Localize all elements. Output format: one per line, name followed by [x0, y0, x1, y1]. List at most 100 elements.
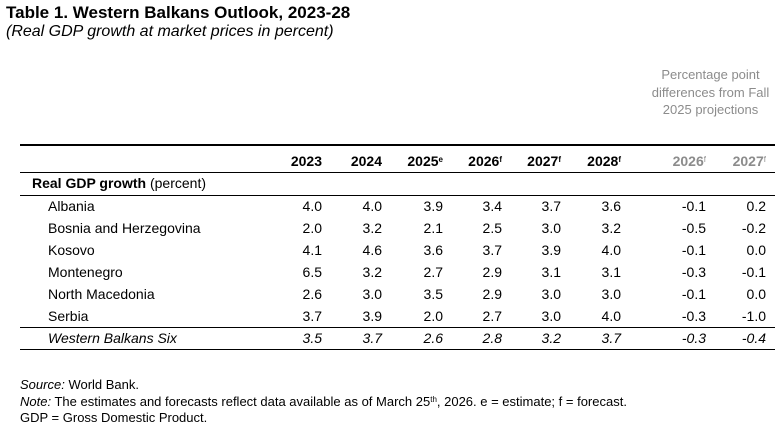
column-year: 2026 [672, 153, 704, 169]
value-cell: -0.5 [681, 220, 706, 236]
value-cell: 3.0 [541, 308, 561, 324]
value-cell: 3.1 [541, 264, 561, 280]
country-name: Bosnia and Herzegovina [48, 220, 201, 236]
value-cell: 4.6 [362, 242, 382, 258]
value-cell: 3.0 [541, 286, 561, 302]
section-rule [20, 195, 775, 196]
value-cell: 3.9 [541, 242, 561, 258]
column-year: 2027 [527, 153, 559, 169]
value-cell: 3.7 [541, 198, 561, 214]
section-unit: (percent) [149, 175, 207, 191]
column-suffix: f [558, 155, 561, 164]
value-cell: 4.1 [302, 242, 322, 258]
section-label: Real GDP growth (percent) [32, 175, 206, 191]
value-cell: 3.1 [601, 264, 621, 280]
table-row: Albania 4.0 4.0 3.9 3.4 3.7 3.6 -0.1 0.2 [0, 195, 780, 217]
total-value-cell: 3.7 [601, 330, 621, 346]
top-rule [20, 144, 775, 146]
column-header: 2027f [527, 153, 561, 169]
country-name: Montenegro [48, 264, 123, 280]
table-title: Table 1. Western Balkans Outlook, 2023-2… [6, 3, 351, 22]
column-header: 2026f [468, 153, 502, 169]
column-year: 2025 [407, 153, 439, 169]
value-cell: -0.1 [741, 264, 766, 280]
value-cell: 3.6 [601, 198, 621, 214]
total-row: Western Balkans Six 3.5 3.7 2.6 2.8 3.2 3.7 -0.… [0, 327, 780, 349]
value-cell: -0.1 [681, 286, 706, 302]
total-value-cell: -0.4 [741, 330, 766, 346]
column-suffix: e [438, 155, 443, 164]
value-cell: 3.0 [601, 286, 621, 302]
section-row: Real GDP growth (percent) [0, 172, 780, 194]
value-cell: 0.2 [746, 198, 766, 214]
value-cell: 0.0 [746, 286, 766, 302]
total-value-cell: 3.2 [541, 330, 561, 346]
value-cell: 3.2 [362, 220, 382, 236]
bottom-rule [20, 349, 775, 350]
value-cell: -1.0 [741, 308, 766, 324]
column-header: 2024 [351, 153, 382, 169]
value-cell: 2.7 [482, 308, 502, 324]
table-row: North Macedonia 2.6 3.0 3.5 2.9 3.0 3.0 -0.1 0.0 [0, 283, 780, 305]
country-name: North Macedonia [48, 286, 155, 302]
column-header: 2025e [407, 153, 443, 169]
table-footer: Source: World Bank. Note: The estimates … [20, 377, 627, 427]
value-cell: 0.0 [746, 242, 766, 258]
column-header: 2028f [587, 153, 621, 169]
column-year: 2027 [732, 153, 764, 169]
total-name: Western Balkans Six [48, 330, 177, 346]
value-cell: 3.7 [302, 308, 322, 324]
column-year: 2023 [290, 153, 322, 169]
column-suffix: f [703, 155, 706, 164]
value-cell: -0.1 [681, 198, 706, 214]
value-cell: 3.5 [423, 286, 443, 302]
value-cell: 6.5 [302, 264, 322, 280]
total-rule [20, 327, 775, 328]
total-value-cell: -0.3 [681, 330, 706, 346]
table-row: Kosovo 4.1 4.6 3.6 3.7 3.9 4.0 -0.1 0.0 [0, 239, 780, 261]
source-note: Source: World Bank. [20, 377, 140, 392]
table-row: Bosnia and Herzegovina 2.0 3.2 2.1 2.5 3.0 3.2… [0, 217, 780, 239]
value-cell: -0.3 [681, 264, 706, 280]
value-cell: 2.0 [423, 308, 443, 324]
value-cell: 2.7 [423, 264, 443, 280]
table-row: Serbia 3.7 3.9 2.0 2.7 3.0 4.0 -0.3 -1.0 [0, 305, 780, 327]
value-cell: 3.6 [423, 242, 443, 258]
value-cell: 3.4 [482, 198, 502, 214]
column-suffix: f [499, 155, 502, 164]
country-name: Kosovo [48, 242, 95, 258]
column-suffix: f [618, 155, 621, 164]
differences-header: Percentage point differences from Fall 2… [651, 67, 770, 117]
column-year: 2024 [350, 153, 382, 169]
value-cell: 2.9 [482, 286, 502, 302]
column-suffix: f [763, 155, 766, 164]
value-cell: 2.0 [302, 220, 322, 236]
section-title: Real GDP growth [32, 175, 147, 191]
table-subtitle: (Real GDP growth at market prices in per… [6, 23, 334, 40]
value-cell: 3.2 [362, 264, 382, 280]
table-row: Montenegro 6.5 3.2 2.7 2.9 3.1 3.1 -0.3 -0.1 [0, 261, 780, 283]
column-header: 2026f [673, 153, 706, 169]
value-cell: 3.9 [423, 198, 443, 214]
total-value-cell: 3.7 [362, 330, 382, 346]
value-cell: 4.0 [362, 198, 382, 214]
column-year: 2028 [587, 153, 619, 169]
value-cell: -0.3 [681, 308, 706, 324]
value-cell: 3.2 [601, 220, 621, 236]
gdp-note: GDP = Gross Domestic Product. [20, 410, 208, 425]
country-name: Albania [48, 198, 95, 214]
value-cell: 4.0 [302, 198, 322, 214]
header-row: 2023 2024 2025e 2026f 2027f 2028f 2026f 2027f [0, 150, 780, 172]
value-cell: 4.0 [601, 308, 621, 324]
value-cell: 3.0 [541, 220, 561, 236]
country-name: Serbia [48, 308, 89, 324]
value-cell: 2.9 [482, 264, 502, 280]
value-cell: 4.0 [601, 242, 621, 258]
header-rule [20, 172, 775, 173]
column-header: 2023 [291, 153, 322, 169]
total-value-cell: 2.6 [423, 330, 443, 346]
value-cell: 3.7 [482, 242, 502, 258]
value-cell: 3.9 [362, 308, 382, 324]
total-value-cell: 3.5 [302, 330, 322, 346]
column-year: 2026 [468, 153, 500, 169]
